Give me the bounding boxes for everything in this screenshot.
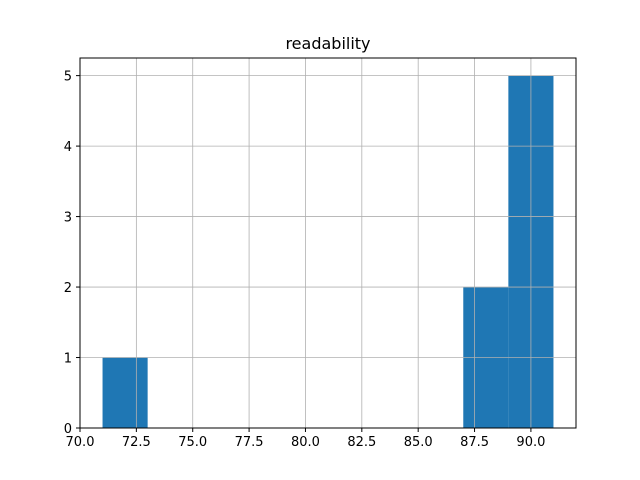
histogram-bar xyxy=(102,357,148,428)
y-tick-label: 3 xyxy=(64,211,72,226)
y-tick-label: 2 xyxy=(64,281,72,296)
x-tick-label: 87.5 xyxy=(460,435,489,450)
plot-frame xyxy=(79,57,577,429)
x-tick-label: 90.0 xyxy=(516,435,545,450)
x-tick-label: 82.5 xyxy=(347,435,376,450)
y-tick-label: 0 xyxy=(64,422,72,437)
x-tick-label: 72.5 xyxy=(122,435,151,450)
bars-layer xyxy=(102,75,554,428)
x-tick-label: 70.0 xyxy=(66,435,95,450)
x-tick-label: 75.0 xyxy=(178,435,207,450)
x-tick-label: 80.0 xyxy=(291,435,320,450)
grid-layer xyxy=(79,58,576,429)
chart-title: readability xyxy=(285,34,370,53)
y-tick-label: 4 xyxy=(64,140,72,155)
x-tick-label: 77.5 xyxy=(235,435,264,450)
x-tick-label: 85.0 xyxy=(404,435,433,450)
y-tick-label: 1 xyxy=(64,352,72,367)
ticks-layer: 70.0 72.5 75.0 77.5 80.0 82.5 85.0 87.5 90.0 0 1 2 3… xyxy=(64,70,546,450)
y-tick-label: 5 xyxy=(64,70,72,85)
